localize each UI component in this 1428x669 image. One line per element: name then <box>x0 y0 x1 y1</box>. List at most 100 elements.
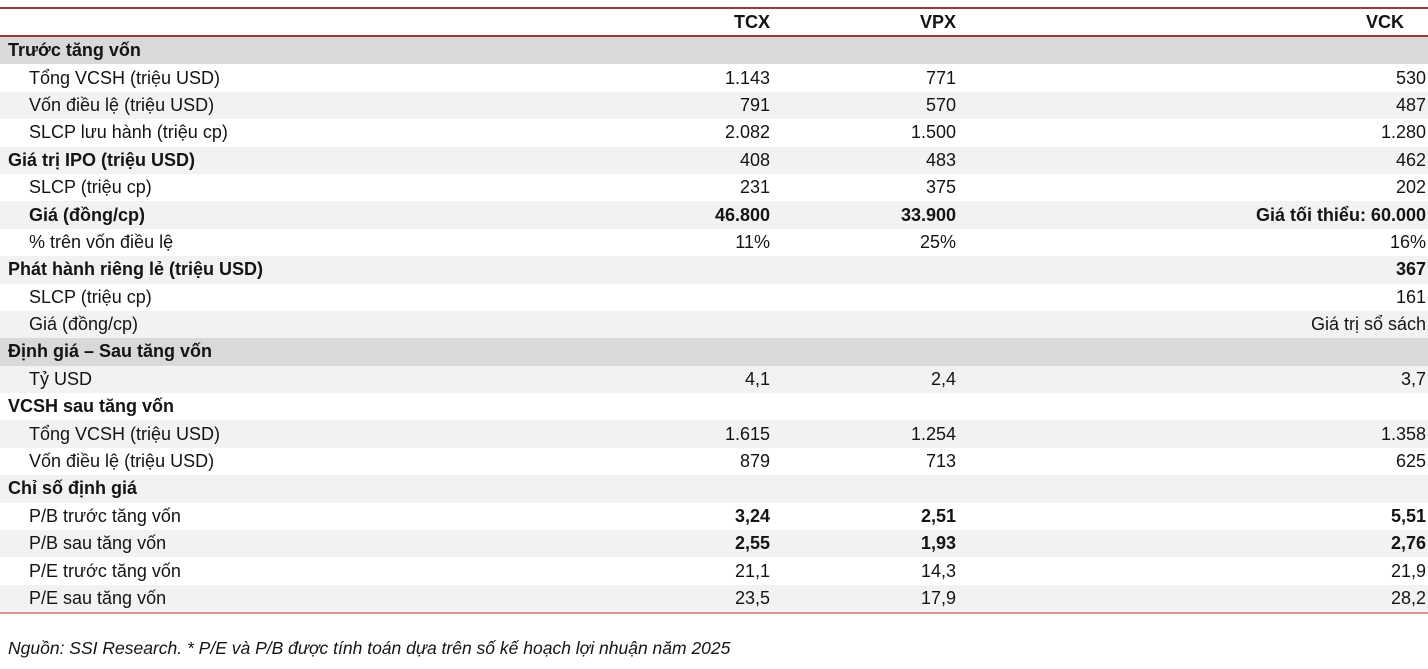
row-label: SLCP lưu hành (triệu cp) <box>29 122 228 143</box>
value-cell-tcx: 2,55 <box>734 533 770 554</box>
value-cell-vck: 21,9 <box>1390 560 1426 581</box>
value-cell-vpx: 570 <box>925 94 956 115</box>
value-cell-vck: 530 <box>1395 67 1426 88</box>
value-cell-vck: 161 <box>1395 286 1426 307</box>
table-row: Chỉ số định giá <box>0 475 1428 503</box>
value-cell-tcx: 1.615 <box>724 423 770 444</box>
table-row: P/B sau tăng vốn 2,55 1,93 2,76 <box>0 530 1428 558</box>
value-cell-tcx <box>560 36 772 64</box>
source-note: Nguồn: SSI Research. * P/E và P/B được t… <box>8 638 731 659</box>
row-label: P/B sau tăng vốn <box>29 533 167 554</box>
table-row: P/E trước tăng vốn 21,1 14,3 21,9 <box>0 557 1428 585</box>
value-cell-vck: 625 <box>1395 451 1426 472</box>
value-cell-vpx: 33.900 <box>900 204 956 225</box>
value-cell-vck: 462 <box>1395 149 1426 170</box>
value-cell-tcx: 408 <box>739 149 770 170</box>
row-label: Tổng VCSH (triệu USD) <box>29 67 221 88</box>
row-label: Tổng VCSH (triệu USD) <box>29 423 221 444</box>
value-cell-vpx: 2,4 <box>930 368 956 389</box>
row-label: Trước tăng vốn <box>8 40 141 61</box>
value-cell-vpx: 375 <box>925 177 956 198</box>
table-row: P/B trước tăng vốn 3,24 2,51 5,51 <box>0 502 1428 531</box>
table-row: SLCP (triệu cp) 231 375 202 <box>0 173 1428 202</box>
table-row: SLCP lưu hành (triệu cp) 2.082 1.500 1.280 <box>0 119 1428 147</box>
table-row: Vốn điều lệ (triệu USD) 879 713 625 <box>0 447 1428 476</box>
row-label: P/E trước tăng vốn <box>29 560 181 581</box>
row-label: VCSH sau tăng vốn <box>8 396 175 417</box>
table-row: Tổng VCSH (triệu USD) 1.143 771 530 <box>0 64 1428 92</box>
value-cell-vck <box>958 475 1428 502</box>
table-row: SLCP (triệu cp) 161 <box>0 283 1428 311</box>
row-label: Định giá – Sau tăng vốn <box>8 341 213 362</box>
value-cell-vpx: 2,51 <box>920 505 956 526</box>
value-cell-vck: 1.358 <box>1380 423 1426 444</box>
value-cell-vpx: 713 <box>925 451 956 472</box>
value-cell-tcx <box>560 475 772 502</box>
table-body: Trước tăng vốn Tổng VCSH (triệu USD) 1.143… <box>0 36 1428 614</box>
table-row: Giá (đồng/cp) Giá trị sổ sách <box>0 310 1428 339</box>
row-label: P/B trước tăng vốn <box>29 505 181 526</box>
table-row: Giá (đồng/cp) 46.800 33.900 Giá tối thiểu: … <box>0 201 1428 229</box>
value-cell-vck: 5,51 <box>1390 505 1426 526</box>
table-row: Tổng VCSH (triệu USD) 1.615 1.254 1.358 <box>0 420 1428 448</box>
value-cell-vck: 487 <box>1395 94 1426 115</box>
row-label: Phát hành riêng lẻ (triệu USD) <box>8 259 264 280</box>
value-cell-vpx: 1,93 <box>920 533 956 554</box>
value-cell-vck: 16% <box>1389 231 1426 252</box>
row-label: SLCP (triệu cp) <box>29 286 152 307</box>
row-label: P/E sau tăng vốn <box>29 588 167 608</box>
value-cell-vpx <box>772 284 958 311</box>
value-cell-tcx <box>560 393 772 420</box>
value-cell-vck: 367 <box>1395 259 1426 280</box>
table-row: P/E sau tăng vốn 23,5 17,9 28,2 <box>0 584 1428 614</box>
value-cell-tcx: 1.143 <box>724 67 770 88</box>
table-row: VCSH sau tăng vốn <box>0 393 1428 421</box>
value-cell-tcx: 791 <box>739 94 770 115</box>
table-row: Vốn điều lệ (triệu USD) 791 570 487 <box>0 91 1428 120</box>
value-cell-vpx <box>772 36 958 64</box>
value-cell-tcx: 4,1 <box>744 368 770 389</box>
value-cell-vck <box>958 338 1428 365</box>
row-label: Vốn điều lệ (triệu USD) <box>29 94 215 115</box>
row-label: Giá (đồng/cp) <box>29 204 145 225</box>
value-cell-tcx <box>560 311 772 338</box>
value-cell-tcx: 11% <box>735 231 770 252</box>
row-label: % trên vốn điều lệ <box>29 231 174 252</box>
value-cell-vpx <box>772 256 958 283</box>
value-cell-vpx <box>772 475 958 502</box>
row-label: Tỷ USD <box>29 368 92 389</box>
column-header-tcx: TCX <box>734 11 770 32</box>
value-cell-vpx: 1.500 <box>910 122 956 143</box>
value-cell-vpx <box>772 338 958 365</box>
column-header-vck: VCK <box>1365 11 1404 32</box>
value-cell-vpx: 483 <box>925 149 956 170</box>
value-cell-vpx: 771 <box>925 67 956 88</box>
value-cell-vpx <box>772 311 958 338</box>
row-label-column-header <box>0 8 560 36</box>
value-cell-vck: 202 <box>1395 177 1426 198</box>
value-cell-vpx: 14,3 <box>920 560 956 581</box>
value-cell-vpx <box>772 393 958 420</box>
value-cell-tcx: 21,1 <box>734 560 770 581</box>
row-label: Giá trị IPO (triệu USD) <box>8 149 196 170</box>
value-cell-vck: 1.280 <box>1380 122 1426 143</box>
row-label: Chỉ số định giá <box>8 478 137 499</box>
value-cell-tcx <box>560 338 772 365</box>
value-cell-vck: Giá tối thiểu: 60.000 <box>1255 204 1426 225</box>
value-cell-vpx: 1.254 <box>910 423 956 444</box>
row-label: SLCP (triệu cp) <box>29 177 152 198</box>
value-cell-vck <box>958 36 1428 64</box>
value-cell-vck: 2,76 <box>1390 533 1426 554</box>
table-row: % trên vốn điều lệ 11% 25% 16% <box>0 228 1428 257</box>
value-cell-vck: 28,2 <box>1390 588 1426 608</box>
section-header-row: Định giá – Sau tăng vốn <box>0 338 1428 366</box>
value-cell-tcx: 879 <box>739 451 770 472</box>
value-cell-tcx <box>560 256 772 283</box>
table-row: Giá trị IPO (triệu USD) 408 483 462 <box>0 146 1428 174</box>
value-cell-tcx: 2.082 <box>724 122 770 143</box>
value-cell-tcx: 231 <box>739 177 770 198</box>
column-header-vpx: VPX <box>919 11 956 32</box>
value-cell-tcx <box>560 284 772 311</box>
row-label: Vốn điều lệ (triệu USD) <box>29 451 215 472</box>
